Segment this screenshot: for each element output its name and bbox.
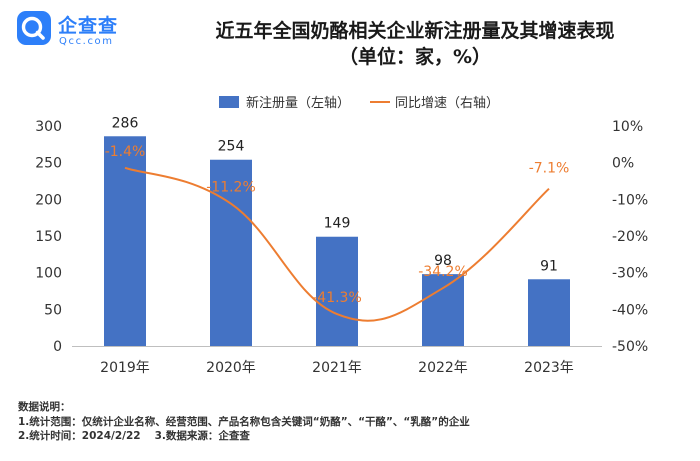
right-axis-tick-label: -30%: [612, 266, 648, 282]
left-axis-tick-label: 100: [35, 266, 62, 282]
qcc-logo-icon: [17, 11, 51, 45]
bar-value-label: 149: [324, 216, 351, 232]
notes-line-2-source: 3.数据来源：企查查: [154, 430, 250, 442]
legend-bar-label: 新注册量（左轴）: [246, 95, 350, 111]
x-axis-tick-label: 2023年: [524, 360, 574, 376]
right-axis-tick-label: -10%: [612, 192, 648, 208]
data-notes: 数据说明： 1.统计范围：仅统计企业名称、经营范围、产品名称包含关键词“奶酪”、…: [18, 400, 470, 444]
notes-heading: 数据说明：: [18, 401, 71, 413]
growth-rate-line: [124, 166, 550, 322]
left-axis-tick-label: 300: [35, 119, 62, 135]
bar-value-label: 98: [434, 253, 452, 269]
bar-3: [316, 236, 358, 346]
growth-rate-label: -34.2%: [418, 264, 468, 280]
qcc-logo: 企查查 Qcc.com: [16, 10, 136, 50]
chart-subtitle: （单位：家，%）: [338, 46, 492, 68]
growth-rate-label: -41.3%: [312, 290, 362, 306]
growth-rate-label: -1.4%: [105, 144, 146, 160]
notes-line-2: 2.统计时间：2024/2/22 3.数据来源：企查查: [18, 429, 470, 444]
growth-rate-label: -11.2%: [206, 180, 256, 196]
notes-line-2-time: 2.统计时间：2024/2/22: [18, 430, 141, 442]
right-axis-tick-label: -50%: [612, 339, 648, 355]
left-axis-tick-label: 50: [44, 302, 62, 318]
right-axis-tick-label: 10%: [612, 119, 643, 135]
left-axis-tick-label: 200: [35, 192, 62, 208]
growth-rate-label: -7.1%: [529, 161, 570, 177]
left-axis-tick-label: 0: [53, 339, 62, 355]
logo-brand-domain: Qcc.com: [59, 36, 114, 47]
left-axis-tick-label: 150: [35, 229, 62, 245]
legend-line-label: 同比增速（右轴）: [395, 96, 499, 111]
notes-line-1: 1.统计范围：仅统计企业名称、经营范围、产品名称包含关键词“奶酪”、“干酪”、“…: [18, 415, 470, 428]
right-axis-tick-label: 0%: [612, 156, 634, 172]
bar-5: [528, 279, 570, 346]
chart-area: 新注册量（左轴） 同比增速（右轴） 0 50 100 150 200 250 300 -50% -4…: [35, 95, 648, 376]
x-axis-tick-label: 2022年: [418, 360, 468, 376]
left-axis-tick-label: 250: [35, 156, 62, 172]
right-axis-tick-label: -20%: [612, 229, 648, 245]
x-axis-tick-label: 2021年: [312, 360, 362, 376]
bar-value-label: 286: [112, 115, 139, 131]
bar-value-label: 91: [540, 258, 558, 274]
x-axis-tick-label: 2019年: [100, 360, 150, 376]
bar-2: [210, 159, 252, 346]
legend-bar-swatch: [219, 96, 239, 108]
bar-1: [104, 136, 146, 346]
right-axis-tick-label: -40%: [612, 302, 648, 318]
bar-value-label: 254: [218, 139, 245, 155]
x-axis-tick-label: 2020年: [206, 360, 256, 376]
logo-brand-name: 企查查: [58, 15, 119, 37]
chart-title: 近五年全国奶酪相关企业新注册量及其增速表现: [215, 20, 615, 42]
bar-4: [422, 274, 464, 346]
